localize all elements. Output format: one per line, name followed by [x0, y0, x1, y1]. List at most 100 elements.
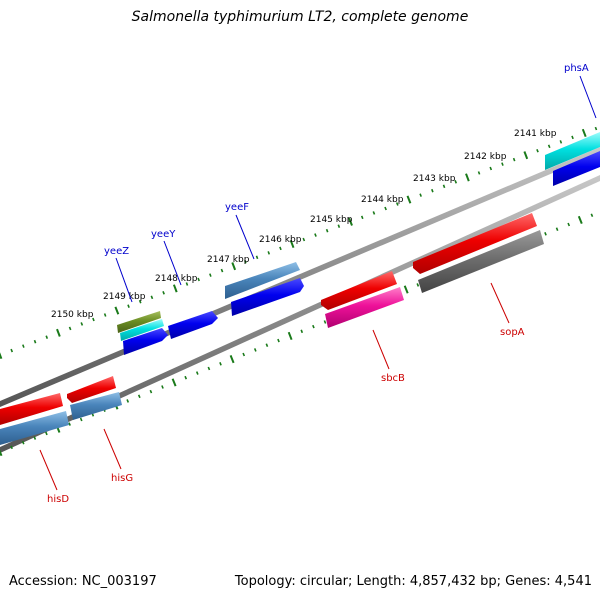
- minor-tick: [195, 371, 199, 375]
- genome-title: Salmonella typhimurium LT2, complete gen…: [131, 9, 469, 25]
- gene-hisD-red[interactable]: [0, 393, 63, 425]
- minor-tick: [267, 251, 271, 255]
- gene-label-hisD[interactable]: hisD: [47, 494, 69, 505]
- gene-label-hisG[interactable]: hisG: [111, 473, 133, 484]
- minor-tick: [79, 417, 83, 422]
- tick-label-2142: 2142 kbp: [464, 152, 507, 162]
- gene-label-phsA[interactable]: phsA: [564, 63, 589, 74]
- minor-tick: [454, 180, 458, 184]
- leader-phsA: [579, 75, 597, 119]
- minor-tick: [255, 255, 259, 260]
- gene-sbcB-red[interactable]: [321, 271, 397, 310]
- major-tick: [289, 239, 295, 249]
- minor-tick: [253, 348, 257, 352]
- gene-label-sbcB[interactable]: sbcB: [381, 373, 405, 384]
- major-tick: [171, 378, 177, 387]
- minor-tick: [126, 399, 130, 403]
- gene-label-yeeY[interactable]: yeeY: [151, 229, 176, 240]
- minor-tick: [162, 291, 165, 295]
- minor-tick: [209, 273, 212, 277]
- gene-sopA-gray[interactable]: [418, 230, 544, 293]
- major-tick: [0, 352, 3, 360]
- gene-yeeF-blue[interactable]: [231, 278, 304, 316]
- minor-tick: [68, 422, 71, 426]
- tick-label-2146: 2146 kbp: [259, 235, 302, 245]
- minor-tick: [185, 282, 189, 286]
- major-tick: [231, 262, 237, 271]
- gene-yeeZ-blue[interactable]: [123, 328, 168, 355]
- gene-yeeY-blue[interactable]: [168, 311, 218, 339]
- gene-yeeF-steel[interactable]: [225, 262, 300, 299]
- minor-tick: [501, 162, 504, 166]
- minor-tick: [323, 320, 327, 324]
- minor-tick: [314, 233, 317, 237]
- minor-tick: [431, 188, 434, 193]
- minor-tick: [220, 268, 224, 273]
- minor-tick: [312, 324, 315, 329]
- minor-tick: [161, 385, 164, 389]
- gene-yeeZ-olive[interactable]: [117, 311, 161, 333]
- major-tick: [406, 195, 412, 204]
- tick-label-2150: 2150 kbp: [51, 310, 94, 320]
- minor-tick: [300, 329, 304, 334]
- gene-hisD-steel[interactable]: [0, 411, 69, 445]
- minor-tick: [80, 322, 84, 326]
- minor-tick: [416, 283, 420, 287]
- minor-tick: [10, 348, 14, 353]
- gene-hisG-red[interactable]: [67, 376, 116, 403]
- leader-sopA: [490, 282, 510, 324]
- minor-tick: [138, 299, 142, 304]
- minor-tick: [547, 144, 551, 149]
- minor-tick: [103, 313, 107, 317]
- minor-tick: [325, 228, 329, 233]
- gene-label-yeeF[interactable]: yeeF: [225, 202, 249, 213]
- minor-tick: [442, 184, 446, 189]
- minor-tick: [277, 338, 280, 343]
- minor-tick: [149, 389, 153, 394]
- tick-label-2147: 2147 kbp: [207, 255, 250, 265]
- minor-tick: [150, 295, 154, 300]
- minor-tick: [265, 343, 269, 347]
- major-tick: [581, 128, 587, 138]
- major-tick: [465, 173, 470, 182]
- major-tick: [287, 331, 293, 341]
- leader-yeeZ: [115, 257, 133, 303]
- gene-sopA-red[interactable]: [413, 213, 537, 274]
- minor-tick: [197, 277, 200, 282]
- minor-tick: [184, 375, 188, 380]
- minor-tick: [555, 227, 559, 231]
- scale-track-upper: [0, 126, 598, 360]
- gene-labels: phsA yeeF yeeY yeeZ sopA sbcB hisG hisD: [47, 63, 589, 505]
- minor-tick: [536, 148, 539, 153]
- minor-tick: [22, 344, 25, 348]
- gene-sbcB-pink[interactable]: [325, 287, 404, 328]
- gene-phsA-blue[interactable]: [553, 151, 600, 186]
- minor-tick: [279, 246, 282, 251]
- backbone-lower: [0, 175, 600, 453]
- minor-tick: [219, 362, 222, 366]
- minor-tick: [477, 171, 481, 175]
- major-tick: [523, 151, 529, 160]
- major-tick: [403, 285, 409, 294]
- gene-phsA-cyan[interactable]: [545, 132, 600, 170]
- minor-tick: [21, 440, 25, 445]
- leader-hisD: [39, 449, 58, 491]
- tick-label-2148: 2148 kbp: [155, 274, 198, 284]
- tick-label-2145: 2145 kbp: [310, 215, 353, 225]
- gene-yeeZ-cyan[interactable]: [120, 319, 164, 341]
- minor-tick: [512, 157, 516, 162]
- leader-hisG: [103, 428, 122, 470]
- minor-tick: [594, 126, 598, 131]
- minor-tick: [559, 140, 563, 144]
- tick-label-2144: 2144 kbp: [361, 195, 404, 205]
- minor-tick: [92, 317, 95, 322]
- gene-label-yeeZ[interactable]: yeeZ: [104, 246, 129, 257]
- tick-label-2149: 2149 kbp: [103, 292, 146, 302]
- gene-hisG-steel[interactable]: [70, 392, 122, 420]
- leader-yeeY: [163, 240, 182, 286]
- minor-tick: [242, 352, 246, 357]
- minor-tick: [68, 326, 72, 331]
- gene-label-sopA[interactable]: sopA: [500, 327, 525, 338]
- minor-tick: [244, 260, 247, 264]
